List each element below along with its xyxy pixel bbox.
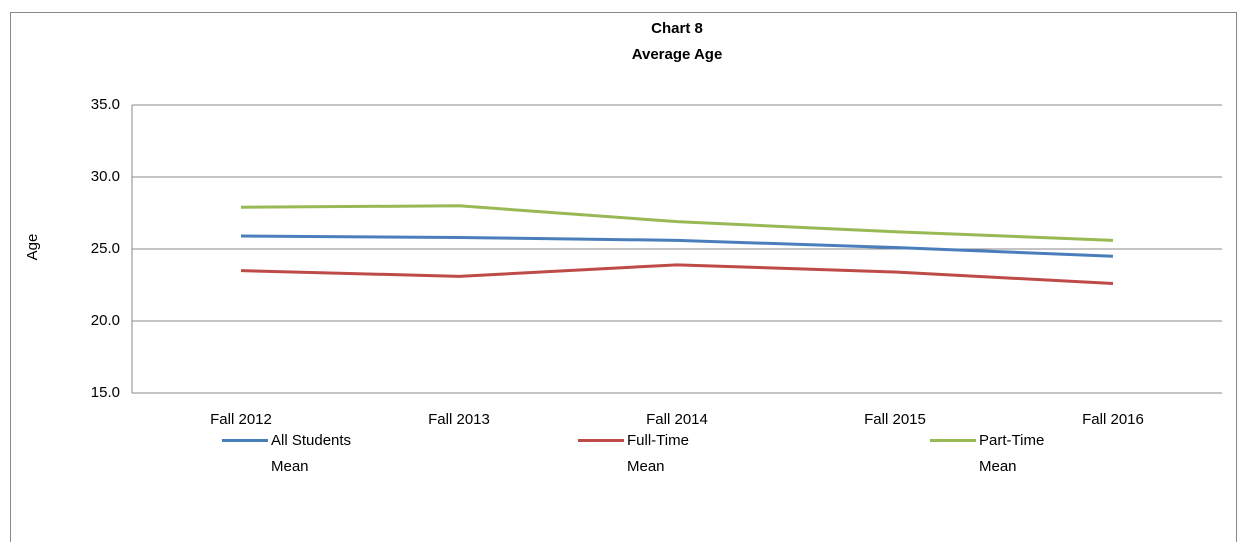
x-tick-label: Fall 2014 (646, 411, 708, 428)
legend-label: All Students Mean (271, 432, 352, 475)
y-tick-label: 15.0 (91, 384, 120, 401)
chart-subtitle: Average Age (632, 46, 723, 63)
y-axis-label: Age (24, 234, 41, 261)
y-tick-label: 20.0 (91, 312, 120, 329)
series-line (240, 263, 1114, 286)
legend-swatch (578, 439, 624, 442)
x-tick-label: Fall 2012 (210, 411, 272, 428)
chart-border (10, 12, 1237, 547)
x-tick-label: Fall 2015 (864, 411, 926, 428)
series-line (240, 204, 1114, 242)
y-tick-label: 35.0 (91, 96, 120, 113)
y-tick-label: 25.0 (91, 240, 120, 257)
legend-swatch (930, 439, 976, 442)
legend-label: Part-Time Mean (979, 432, 1045, 475)
legend-label: Full-Time Mean (627, 432, 689, 475)
y-tick-label: 30.0 (91, 168, 120, 185)
chart-title: Chart 8 (651, 20, 703, 37)
series-line (240, 234, 1114, 258)
x-tick-label: Fall 2013 (428, 411, 490, 428)
x-tick-label: Fall 2016 (1082, 411, 1144, 428)
legend-swatch (222, 439, 268, 442)
